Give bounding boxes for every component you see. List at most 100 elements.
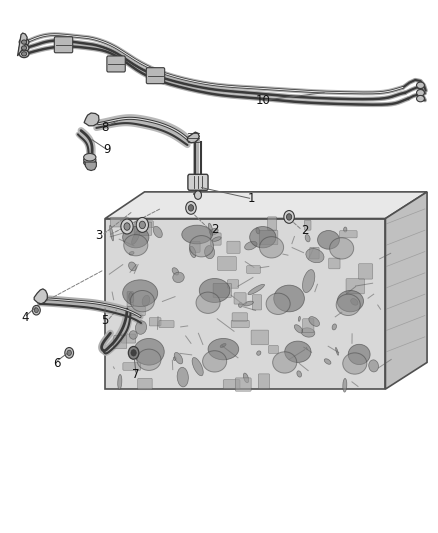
Ellipse shape <box>257 351 261 356</box>
Circle shape <box>124 223 130 230</box>
FancyBboxPatch shape <box>159 320 174 328</box>
Ellipse shape <box>318 230 339 249</box>
FancyBboxPatch shape <box>127 292 133 306</box>
Ellipse shape <box>129 330 137 339</box>
Ellipse shape <box>202 351 227 372</box>
Ellipse shape <box>21 52 27 56</box>
Ellipse shape <box>351 298 358 305</box>
Ellipse shape <box>274 285 304 312</box>
FancyBboxPatch shape <box>110 217 128 227</box>
Ellipse shape <box>190 236 214 257</box>
Ellipse shape <box>303 270 315 293</box>
Ellipse shape <box>84 159 96 166</box>
Ellipse shape <box>19 50 29 58</box>
Ellipse shape <box>196 292 220 313</box>
Circle shape <box>284 211 294 223</box>
Text: 9: 9 <box>103 143 111 156</box>
Ellipse shape <box>84 156 96 164</box>
Ellipse shape <box>259 237 284 258</box>
Circle shape <box>65 348 74 358</box>
FancyBboxPatch shape <box>227 280 239 288</box>
Text: 5: 5 <box>102 314 109 327</box>
Ellipse shape <box>174 352 183 364</box>
FancyBboxPatch shape <box>232 313 247 321</box>
Ellipse shape <box>336 348 339 356</box>
FancyBboxPatch shape <box>123 363 141 370</box>
Ellipse shape <box>332 324 336 330</box>
FancyBboxPatch shape <box>310 247 319 259</box>
FancyBboxPatch shape <box>251 330 268 345</box>
FancyBboxPatch shape <box>231 320 249 328</box>
Ellipse shape <box>135 321 147 334</box>
Ellipse shape <box>343 353 367 374</box>
Text: 1: 1 <box>248 192 256 205</box>
Ellipse shape <box>210 228 218 235</box>
Ellipse shape <box>309 317 319 326</box>
Ellipse shape <box>182 225 212 244</box>
FancyBboxPatch shape <box>227 241 240 253</box>
Ellipse shape <box>301 328 315 337</box>
Ellipse shape <box>153 227 162 238</box>
FancyBboxPatch shape <box>359 264 373 279</box>
Ellipse shape <box>208 223 213 236</box>
Ellipse shape <box>21 40 27 44</box>
Ellipse shape <box>344 227 347 232</box>
Text: 2: 2 <box>300 224 308 237</box>
Ellipse shape <box>208 338 239 360</box>
Ellipse shape <box>124 235 148 256</box>
Ellipse shape <box>199 278 230 303</box>
Ellipse shape <box>220 344 226 348</box>
Ellipse shape <box>244 373 249 383</box>
Ellipse shape <box>134 338 164 365</box>
FancyBboxPatch shape <box>191 241 200 252</box>
Polygon shape <box>84 113 99 126</box>
FancyBboxPatch shape <box>235 378 251 391</box>
Text: 3: 3 <box>95 229 102 242</box>
Ellipse shape <box>285 341 311 362</box>
FancyBboxPatch shape <box>268 217 277 230</box>
FancyBboxPatch shape <box>114 335 127 349</box>
Ellipse shape <box>19 44 29 52</box>
FancyBboxPatch shape <box>54 37 73 53</box>
Text: 6: 6 <box>53 357 61 370</box>
Polygon shape <box>34 289 47 304</box>
Ellipse shape <box>137 349 161 370</box>
Circle shape <box>128 346 139 359</box>
Ellipse shape <box>123 227 149 248</box>
Circle shape <box>186 201 196 214</box>
Ellipse shape <box>250 227 276 248</box>
FancyBboxPatch shape <box>127 306 145 316</box>
Text: 8: 8 <box>102 122 109 134</box>
Polygon shape <box>18 33 27 56</box>
FancyBboxPatch shape <box>304 220 311 230</box>
FancyBboxPatch shape <box>138 378 152 390</box>
Polygon shape <box>187 132 199 143</box>
Ellipse shape <box>84 154 96 161</box>
Ellipse shape <box>298 317 300 321</box>
Ellipse shape <box>272 352 297 373</box>
FancyBboxPatch shape <box>258 374 270 389</box>
Ellipse shape <box>324 359 331 364</box>
Circle shape <box>139 221 145 229</box>
Ellipse shape <box>19 38 29 46</box>
FancyBboxPatch shape <box>268 345 278 353</box>
FancyBboxPatch shape <box>218 256 237 270</box>
Text: 2: 2 <box>211 223 219 236</box>
Ellipse shape <box>306 248 324 263</box>
FancyBboxPatch shape <box>210 233 221 245</box>
Ellipse shape <box>343 378 347 392</box>
FancyBboxPatch shape <box>188 174 208 190</box>
Ellipse shape <box>190 246 196 257</box>
Circle shape <box>67 350 71 356</box>
FancyBboxPatch shape <box>328 258 340 269</box>
Polygon shape <box>105 192 427 219</box>
Circle shape <box>188 205 194 211</box>
Circle shape <box>32 305 40 315</box>
Ellipse shape <box>256 228 260 234</box>
Circle shape <box>131 350 136 356</box>
FancyBboxPatch shape <box>252 295 261 310</box>
Ellipse shape <box>110 225 113 241</box>
Ellipse shape <box>244 241 257 250</box>
Ellipse shape <box>239 303 242 308</box>
Ellipse shape <box>129 262 136 271</box>
